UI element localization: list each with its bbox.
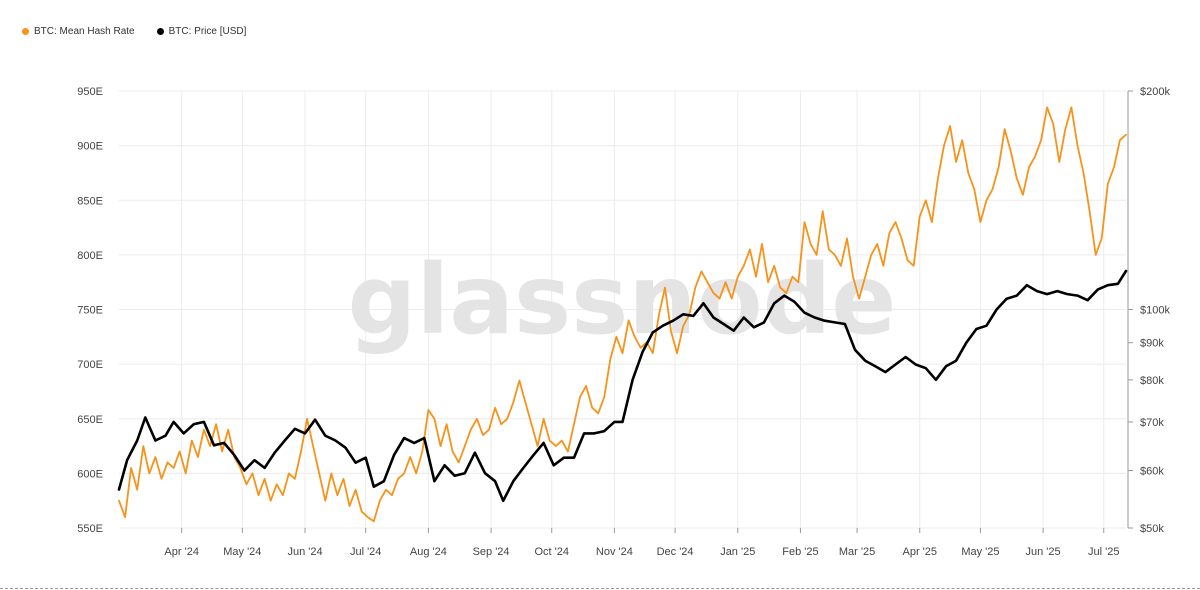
x-tick-label: Jan '25 [720, 546, 755, 558]
series-line-price [117, 269, 1128, 503]
legend-label-hash-rate: BTC: Mean Hash Rate [34, 26, 135, 37]
x-tick-label: Jun '24 [287, 546, 322, 558]
watermark-logo: glassnode [348, 244, 897, 356]
legend-dot-hash-rate [22, 28, 29, 35]
x-tick-label: Apr '24 [164, 546, 199, 558]
y-left-tick-label: 950E [77, 86, 103, 98]
chart-legend: BTC: Mean Hash Rate BTC: Price [USD] [22, 26, 246, 37]
x-tick-label: Dec '24 [657, 546, 694, 558]
x-tick-label: Oct '24 [534, 546, 569, 558]
y-right-tick-label: $60k [1140, 466, 1164, 478]
legend-dot-price [156, 28, 164, 35]
y-left-tick-label: 700E [77, 359, 103, 371]
legend-item-price[interactable]: BTC: Price [USD] [156, 26, 247, 37]
y-left-tick-label: 800E [77, 250, 103, 262]
y-left-tick-label: 650E [77, 414, 103, 426]
x-tick-label: Sep '24 [473, 546, 510, 558]
y-left-tick-label: 900E [77, 141, 103, 153]
x-tick-label: Nov '24 [596, 546, 633, 558]
x-tick-label: May '25 [961, 546, 999, 558]
series-line-hash-rate [118, 106, 1127, 523]
x-tick-label: Apr '25 [902, 546, 937, 558]
grid [119, 90, 1126, 529]
x-tick-label: Aug '24 [410, 546, 447, 558]
x-tick-label: Mar '25 [839, 546, 875, 558]
axes: 550E 600E 650E 700E 750E 800E 850E 900E 950E Apr … [77, 86, 1170, 558]
x-tick-label: Jul '24 [350, 546, 381, 558]
y-right-tick-label: $50k [1140, 523, 1164, 535]
y-right-tick-label: $70k [1140, 417, 1164, 429]
y-left-tick-label: 750E [77, 305, 103, 317]
x-tick-label: Jul '25 [1088, 546, 1119, 558]
x-tick-label: Jun '25 [1026, 546, 1061, 558]
x-tick-label: Feb '25 [782, 546, 818, 558]
series-layer [117, 106, 1128, 523]
y-right-tick-label: $100k [1140, 305, 1170, 317]
y-left-tick-label: 550E [77, 523, 103, 535]
y-right-tick-label: $200k [1140, 86, 1170, 98]
legend-label-price: BTC: Price [USD] [168, 26, 247, 37]
bottom-divider [0, 588, 1200, 589]
y-left-tick-label: 850E [77, 195, 103, 207]
y-right-tick-label: $90k [1140, 338, 1164, 350]
x-tick-label: May '24 [223, 546, 261, 558]
legend-item-hash-rate[interactable]: BTC: Mean Hash Rate [22, 26, 135, 37]
y-left-tick-label: 600E [77, 468, 103, 480]
y-right-tick-label: $80k [1140, 375, 1164, 387]
